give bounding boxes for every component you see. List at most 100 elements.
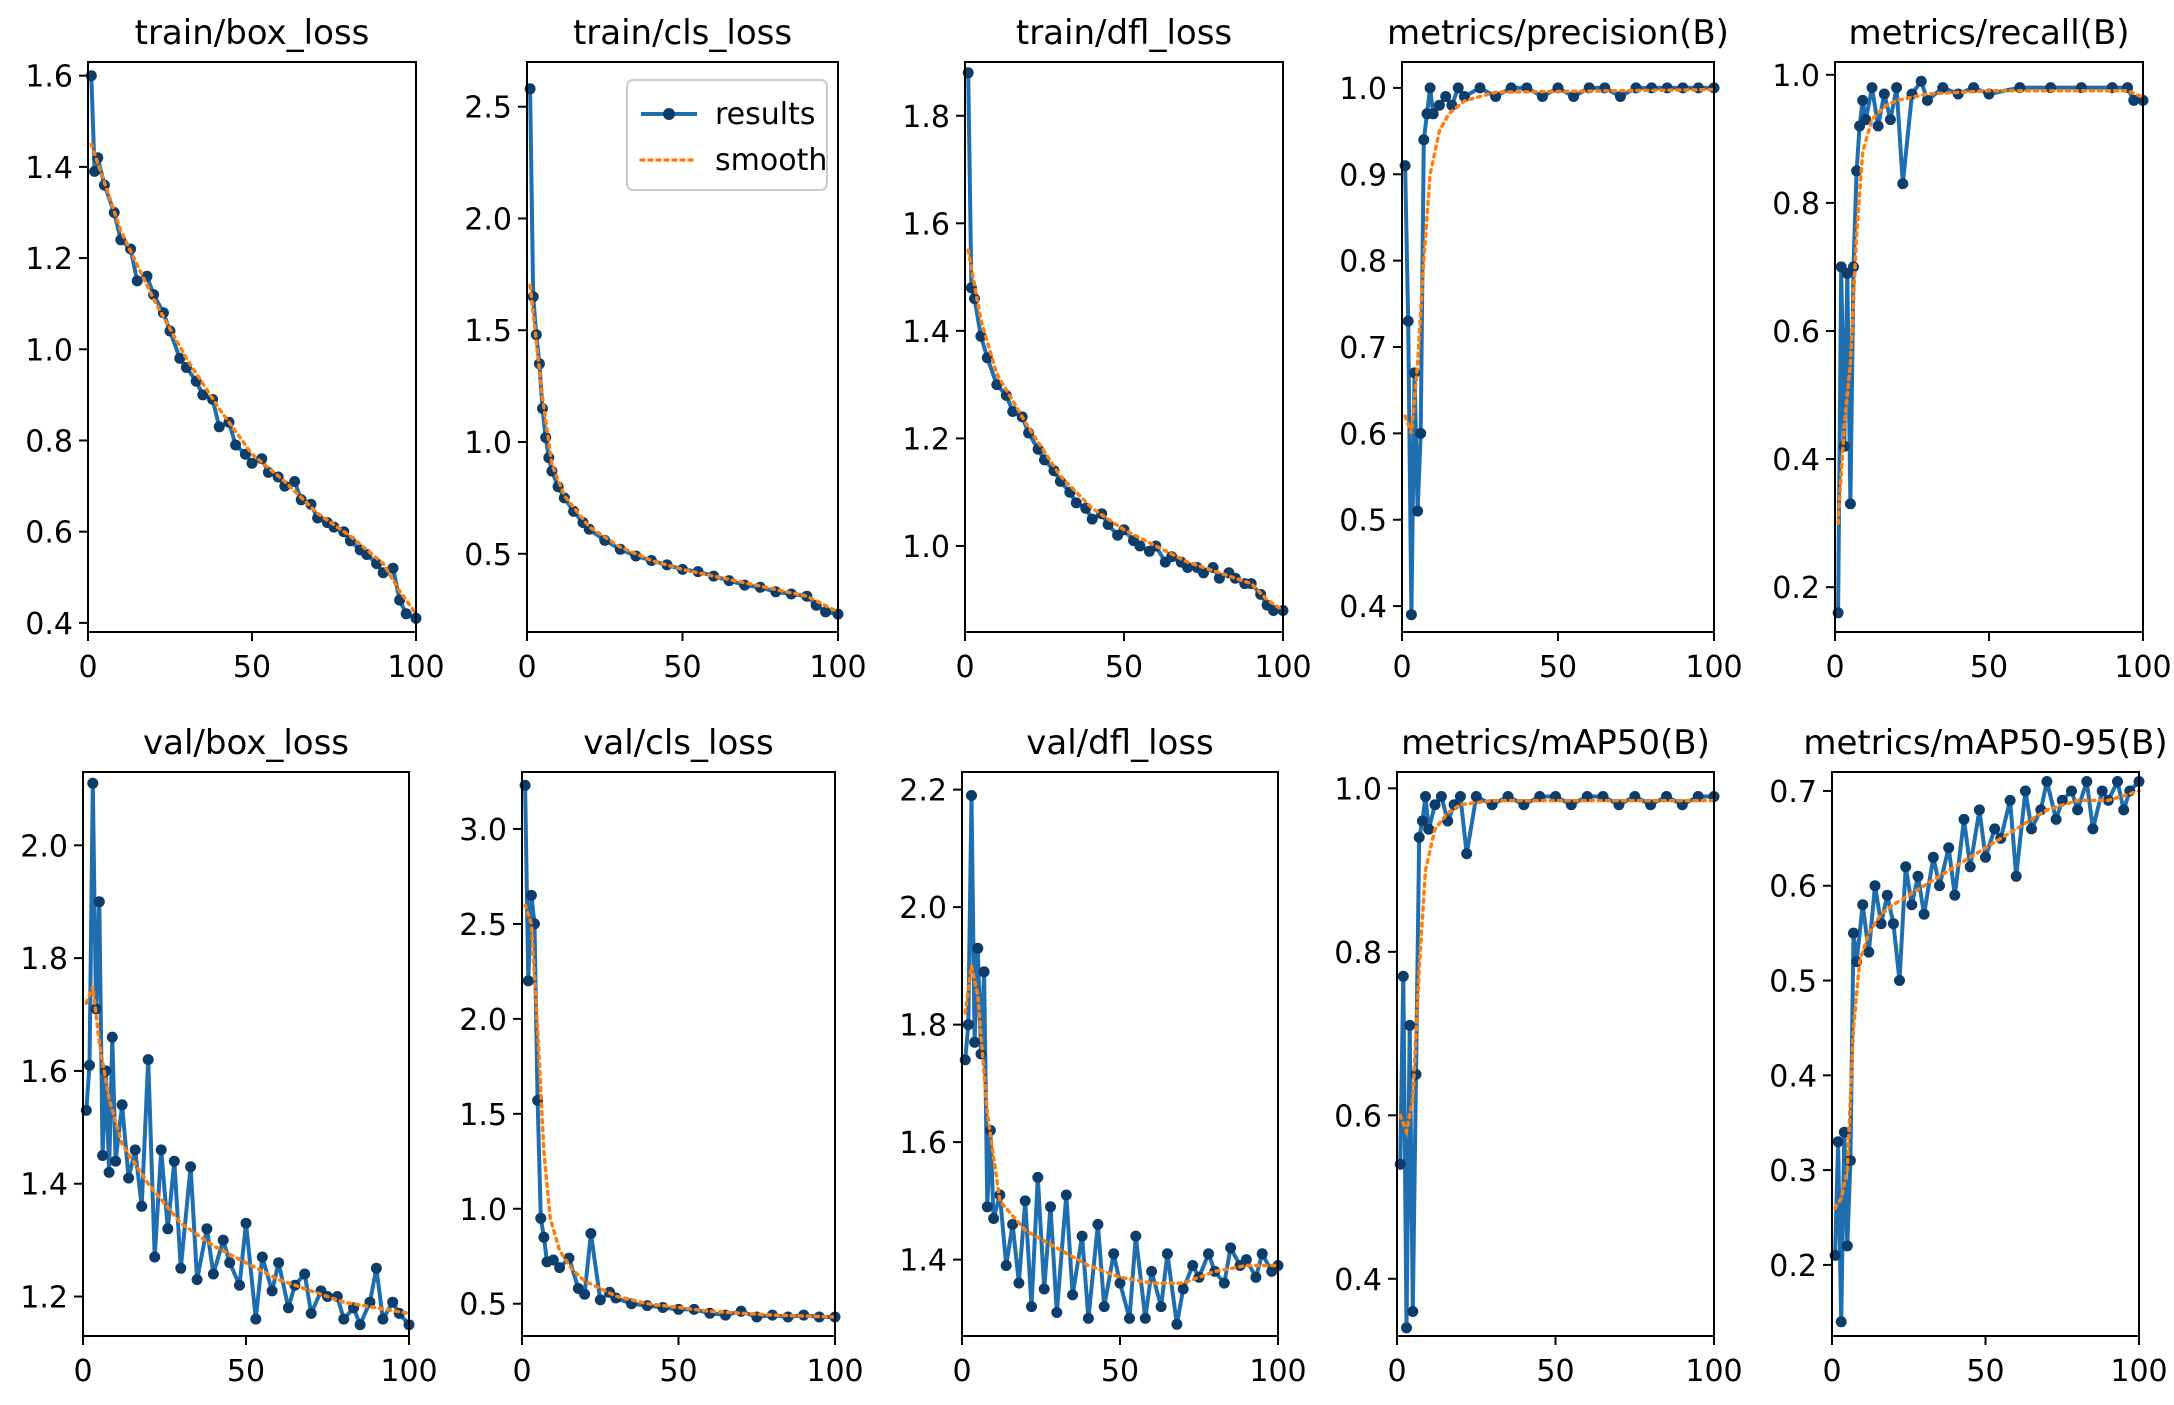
results-point	[2035, 804, 2047, 816]
results-point	[2128, 94, 2140, 106]
chart-title: train/cls_loss	[573, 13, 792, 53]
results-point	[1980, 851, 1991, 863]
smooth-line	[966, 248, 1285, 613]
results-point	[984, 1124, 996, 1136]
results-point	[213, 421, 225, 433]
x-tick-label: 0	[1387, 1354, 1406, 1389]
y-tick-label: 0.6	[1769, 870, 1817, 905]
y-tick-label: 0.8	[25, 424, 73, 459]
x-tick-label: 50	[1966, 1354, 2004, 1389]
results-point	[1032, 1171, 1044, 1183]
results-line	[1403, 85, 1714, 617]
y-tick-label: 1.0	[1339, 72, 1387, 107]
y-tick-label: 1.4	[20, 1168, 68, 1203]
results-point	[1458, 91, 1470, 102]
results-point	[1013, 1277, 1025, 1289]
x-tick-label: 100	[1254, 650, 1311, 685]
results-point	[93, 896, 105, 908]
y-tick-label: 0.4	[1334, 1263, 1382, 1298]
y-tick-label: 2.5	[459, 908, 507, 943]
results-point	[969, 1036, 981, 1048]
results-point	[1134, 540, 1146, 552]
legend: results smooth	[626, 79, 828, 191]
results-point	[1474, 82, 1486, 94]
legend-smooth-label: smooth	[715, 143, 827, 178]
chart-title: metrics/mAP50(B)	[1401, 723, 1710, 763]
x-tick-label: 0	[952, 1354, 971, 1389]
plot-frame	[1401, 61, 1715, 633]
results-point	[1225, 1242, 1237, 1254]
results-point	[97, 1150, 109, 1161]
results-point	[1838, 1126, 1850, 1138]
results-point	[1401, 1322, 1412, 1334]
results-point	[594, 1294, 606, 1306]
results-point	[1256, 1248, 1268, 1260]
y-tick-label: 0.4	[1769, 1059, 1817, 1094]
results-point	[106, 1031, 118, 1043]
y-tick-label: 2.0	[20, 829, 68, 864]
chart-metrics-precision-b: metrics/precision(B) 0.4 0.5 0.6 0.7 0.8 0.9 1.…	[1339, 13, 1742, 685]
results-point	[547, 1254, 559, 1266]
results-point	[820, 606, 832, 618]
results-point	[1937, 82, 1949, 94]
chart-train-cls-loss: train/cls_loss 0.5 1.0 1.5 2.0 2.5 0 50 100 resul…	[464, 13, 866, 685]
chart-title: metrics/mAP50-95(B)	[1803, 723, 2167, 763]
results-point	[1958, 813, 1970, 825]
y-tick-label: 1.6	[902, 207, 950, 242]
results-point	[1452, 82, 1464, 94]
plot-frame	[1396, 771, 1715, 1337]
results-point	[981, 1201, 993, 1213]
results-point	[162, 1223, 174, 1235]
results-point	[191, 1274, 203, 1286]
results-point	[1440, 91, 1452, 102]
chart-metrics-recall-b: metrics/recall(B) 0.2 0.4 0.6 0.8 1.0 0 50 100	[1772, 13, 2171, 685]
y-tick-label: 1.0	[1772, 59, 1820, 94]
results-point	[1884, 114, 1896, 126]
y-tick-label: 0.8	[1334, 936, 1382, 971]
results-point	[1397, 970, 1409, 982]
legend-box	[626, 79, 828, 191]
legend-results-label: results	[715, 97, 816, 132]
results-point	[370, 1262, 382, 1274]
y-tick-label: 0.4	[1339, 590, 1387, 625]
results-point	[136, 1200, 148, 1212]
results-point	[1897, 178, 1909, 190]
results-point	[1007, 1218, 1019, 1230]
y-tick-label: 1.0	[1334, 772, 1382, 807]
results-line	[84, 781, 411, 1327]
results-point	[377, 1313, 389, 1325]
results-point	[1000, 1260, 1012, 1271]
results-point	[387, 1296, 399, 1308]
y-tick-label: 0.8	[1772, 187, 1820, 222]
results-point	[1413, 831, 1425, 843]
results-point	[1407, 1306, 1419, 1317]
results-point	[1177, 1283, 1189, 1295]
results-point	[1427, 108, 1439, 120]
results-point	[1187, 1260, 1199, 1271]
results-point	[2112, 776, 2123, 787]
results-point	[1906, 899, 1918, 911]
plot-frame	[964, 61, 1284, 633]
plot-frame	[82, 771, 410, 1337]
results-point	[1949, 889, 1961, 901]
chart-train-dfl-loss: train/dfl_loss 1.0 1.2 1.4 1.6 1.8 0 50 100	[902, 13, 1311, 685]
results-point	[708, 570, 720, 582]
results-point	[1900, 861, 1912, 873]
results-point	[1076, 1230, 1088, 1242]
y-tick-label: 1.0	[25, 333, 73, 368]
y-tick-label: 1.4	[902, 315, 950, 350]
results-point	[766, 1309, 778, 1321]
results-point	[1918, 908, 1930, 920]
results-point	[1454, 791, 1466, 802]
results-point	[155, 1144, 167, 1156]
results-point	[1098, 1301, 1110, 1313]
y-tick-label: 0.6	[1334, 1099, 1382, 1134]
results-point	[1060, 1189, 1072, 1201]
x-tick-label: 100	[1249, 1354, 1306, 1389]
y-tick-label: 0.7	[1769, 775, 1817, 810]
results-point	[230, 439, 242, 451]
results-point	[305, 1307, 317, 1319]
results-point	[554, 1262, 566, 1274]
results-point	[1869, 880, 1881, 892]
results-point	[1878, 88, 1890, 100]
